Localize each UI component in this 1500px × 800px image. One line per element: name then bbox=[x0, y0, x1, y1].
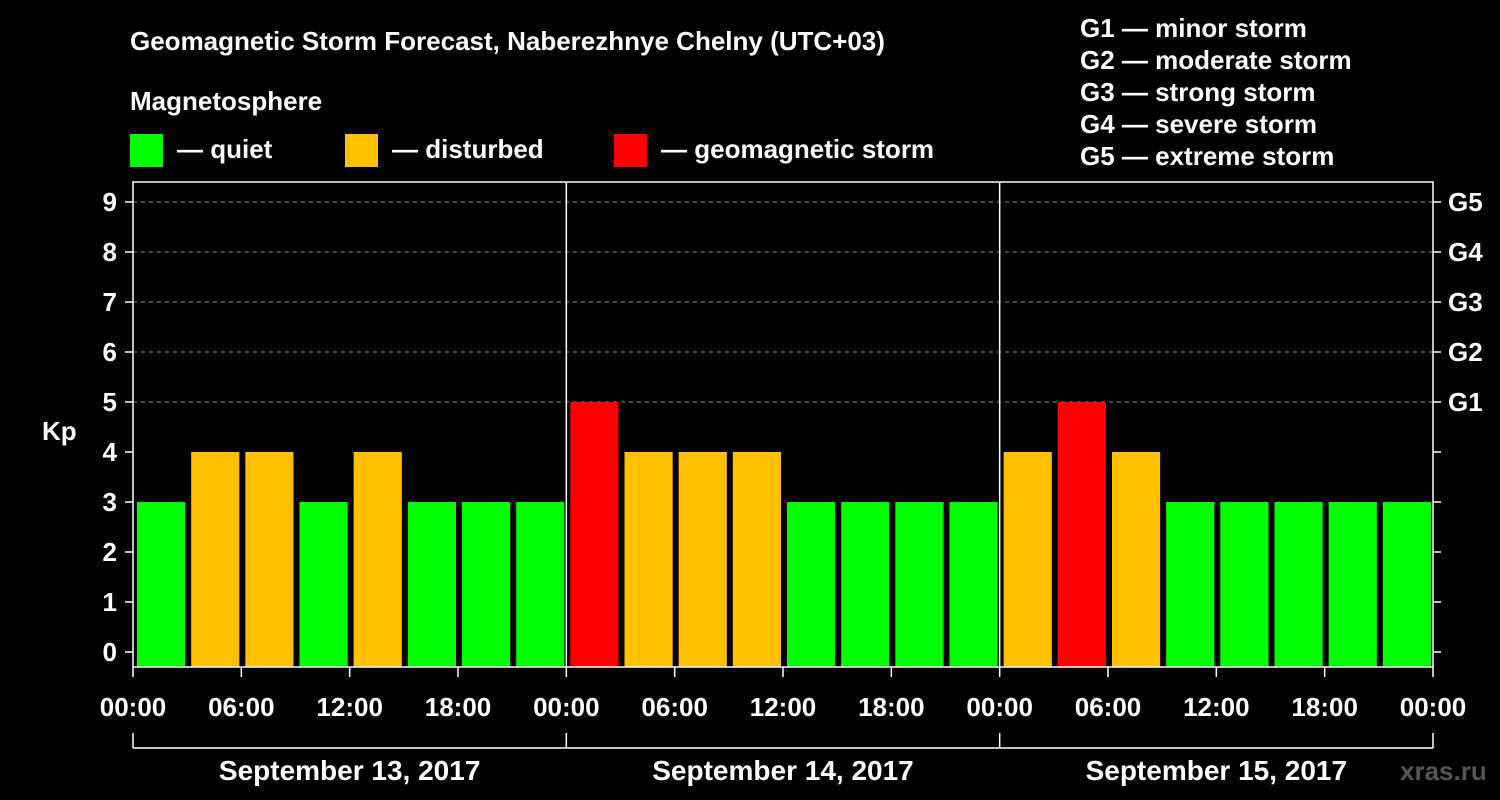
date-label: September 14, 2017 bbox=[652, 755, 914, 786]
y-tick-label: 2 bbox=[103, 537, 117, 567]
kp-bar bbox=[1166, 502, 1215, 667]
kp-bar bbox=[462, 502, 511, 667]
storm-legend-item: G1 — minor storm bbox=[1080, 13, 1307, 43]
storm-level-label: G2 bbox=[1448, 337, 1483, 367]
kp-bar bbox=[299, 502, 348, 667]
kp-bar bbox=[732, 452, 781, 667]
y-tick-label: 6 bbox=[103, 337, 117, 367]
legend-swatch bbox=[614, 134, 647, 167]
kp-bar bbox=[1382, 502, 1431, 667]
y-tick-label: 1 bbox=[103, 587, 117, 617]
kp-bar bbox=[1003, 452, 1052, 667]
y-tick-label: 3 bbox=[103, 487, 117, 517]
kp-bar bbox=[245, 452, 294, 667]
kp-bar bbox=[407, 502, 456, 667]
y-tick-label: 5 bbox=[103, 387, 117, 417]
x-tick-label: 18:00 bbox=[1291, 692, 1358, 722]
x-tick-label: 00:00 bbox=[533, 692, 600, 722]
chart-title: Geomagnetic Storm Forecast, Naberezhnye … bbox=[130, 26, 885, 56]
watermark: xras.ru bbox=[1400, 756, 1487, 786]
storm-level-label: G4 bbox=[1448, 237, 1483, 267]
legend-swatch bbox=[130, 134, 163, 167]
kp-bar bbox=[1328, 502, 1377, 667]
legend-label: — geomagnetic storm bbox=[661, 134, 934, 164]
storm-level-label: G1 bbox=[1448, 387, 1483, 417]
x-tick-label: 12:00 bbox=[1183, 692, 1250, 722]
legend-swatch bbox=[345, 134, 378, 167]
y-tick-label: 4 bbox=[103, 437, 118, 467]
kp-bar bbox=[570, 402, 619, 667]
kp-bar bbox=[895, 502, 944, 667]
kp-bar bbox=[1220, 502, 1269, 667]
kp-bar bbox=[353, 452, 402, 667]
kp-bar bbox=[1274, 502, 1323, 667]
date-label: September 15, 2017 bbox=[1086, 755, 1348, 786]
y-tick-label: 9 bbox=[103, 187, 117, 217]
kp-bar bbox=[516, 502, 565, 667]
kp-bar bbox=[624, 452, 673, 667]
kp-bar bbox=[1112, 452, 1161, 667]
x-tick-label: 12:00 bbox=[750, 692, 817, 722]
x-tick-label: 12:00 bbox=[316, 692, 383, 722]
legend-label: — quiet bbox=[177, 134, 273, 164]
x-tick-label: 00:00 bbox=[1400, 692, 1467, 722]
kp-bar bbox=[949, 502, 998, 667]
y-tick-label: 8 bbox=[103, 237, 117, 267]
y-axis-label: Kp bbox=[42, 416, 77, 446]
chart-subtitle: Magnetosphere bbox=[130, 86, 322, 116]
storm-level-label: G5 bbox=[1448, 187, 1483, 217]
storm-level-label: G3 bbox=[1448, 287, 1483, 317]
kp-bar bbox=[678, 452, 727, 667]
y-tick-label: 0 bbox=[103, 637, 117, 667]
storm-legend-item: G4 — severe storm bbox=[1080, 109, 1317, 139]
storm-legend-item: G2 — moderate storm bbox=[1080, 45, 1352, 75]
x-tick-label: 00:00 bbox=[100, 692, 167, 722]
kp-bar bbox=[787, 502, 836, 667]
legend-label: — disturbed bbox=[392, 134, 544, 164]
y-tick-label: 7 bbox=[103, 287, 117, 317]
x-tick-label: 06:00 bbox=[208, 692, 275, 722]
storm-legend-item: G3 — strong storm bbox=[1080, 77, 1315, 107]
storm-legend-item: G5 — extreme storm bbox=[1080, 141, 1334, 171]
x-tick-label: 00:00 bbox=[966, 692, 1033, 722]
x-tick-label: 18:00 bbox=[425, 692, 492, 722]
kp-bar bbox=[137, 502, 186, 667]
date-label: September 13, 2017 bbox=[219, 755, 481, 786]
kp-bar bbox=[1057, 402, 1106, 667]
x-tick-label: 06:00 bbox=[1075, 692, 1142, 722]
x-tick-label: 06:00 bbox=[641, 692, 708, 722]
kp-bar bbox=[191, 452, 240, 667]
x-tick-label: 18:00 bbox=[858, 692, 925, 722]
kp-bar bbox=[841, 502, 890, 667]
